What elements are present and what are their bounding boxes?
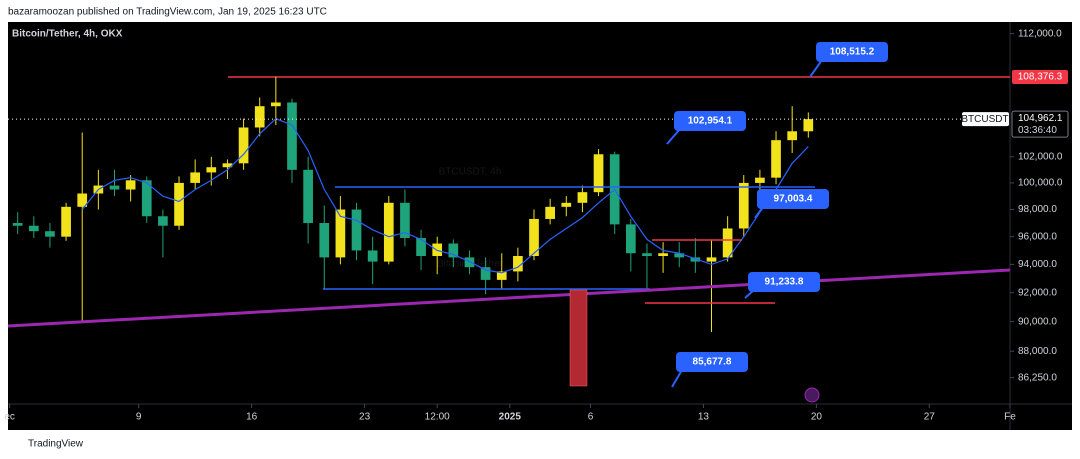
watermark: BTCUSDT, 4h bbox=[439, 167, 502, 178]
x-tick-label: 2025 bbox=[499, 412, 522, 423]
event-icon[interactable] bbox=[804, 387, 820, 403]
candle-body bbox=[513, 256, 523, 272]
candle-body bbox=[351, 209, 362, 251]
candle-body bbox=[367, 250, 378, 262]
candle-body bbox=[642, 253, 652, 257]
x-tick-label: 20 bbox=[811, 412, 823, 423]
callout-label: 97,003.4 bbox=[774, 194, 813, 205]
x-tick-label: 9 bbox=[136, 412, 142, 423]
candle-body bbox=[480, 267, 491, 280]
callout-box bbox=[748, 272, 820, 292]
candle-body bbox=[335, 209, 346, 258]
y-tick-label: 86,250.0 bbox=[1018, 372, 1057, 383]
callout-label: 108,515.2 bbox=[830, 47, 875, 58]
chart-pane bbox=[8, 22, 1072, 430]
candle-body bbox=[271, 102, 281, 107]
candle-body bbox=[722, 228, 733, 258]
price-box bbox=[1011, 110, 1069, 138]
candle-body bbox=[12, 223, 23, 226]
symbol-title: Bitcoin/Tether, 4h, OKX bbox=[12, 29, 123, 40]
candle-body bbox=[706, 257, 717, 262]
countdown: 03:36:40 bbox=[1018, 125, 1057, 136]
candle-body bbox=[496, 271, 507, 280]
candle-body bbox=[45, 231, 55, 237]
level-tag bbox=[1012, 70, 1068, 85]
candle-body bbox=[287, 102, 297, 170]
candle-body bbox=[400, 202, 410, 239]
callout-box bbox=[674, 111, 746, 131]
x-tick-label: 12:00 bbox=[425, 412, 450, 423]
candle-body bbox=[690, 257, 701, 262]
candle-body bbox=[771, 140, 781, 178]
candle-body bbox=[238, 127, 249, 164]
candle-body bbox=[319, 223, 330, 258]
candle-body bbox=[625, 224, 636, 254]
candle-body bbox=[158, 216, 168, 226]
candle-body bbox=[593, 154, 604, 193]
x-tick-label: 27 bbox=[924, 412, 936, 423]
level-label: 108,376.3 bbox=[1018, 72, 1063, 83]
callout-pointer bbox=[666, 128, 681, 145]
candle-body bbox=[303, 169, 313, 224]
callout-box bbox=[816, 42, 888, 62]
candle-body bbox=[28, 225, 39, 232]
symbol-tag: BTCUSDT bbox=[961, 114, 1008, 125]
candle-body bbox=[383, 202, 394, 262]
x-tick-label: ec bbox=[4, 412, 15, 423]
x-tick-label: 6 bbox=[588, 412, 594, 423]
candle-body bbox=[545, 206, 555, 219]
y-tick-label: 88,000.0 bbox=[1018, 346, 1057, 357]
candle-body bbox=[416, 238, 426, 257]
candle-body bbox=[577, 192, 588, 203]
candle-body bbox=[109, 185, 120, 190]
y-tick-label: 112,000.0 bbox=[1018, 28, 1062, 39]
y-tick-label: 102,000.0 bbox=[1018, 151, 1063, 162]
y-tick-label: 94,000.0 bbox=[1018, 259, 1057, 270]
x-tick-label: 13 bbox=[698, 412, 710, 423]
trend-line bbox=[7, 268, 1011, 328]
moving-average bbox=[81, 118, 809, 274]
publish-info: bazaramoozan published on TradingView.co… bbox=[8, 7, 327, 18]
y-tick-label: 100,000.0 bbox=[1018, 178, 1063, 189]
callout-pointer bbox=[809, 59, 823, 78]
x-tick-label: Fe bbox=[1004, 412, 1016, 423]
candle-body bbox=[125, 180, 136, 190]
candle-body bbox=[755, 177, 765, 183]
candle-body bbox=[448, 243, 459, 258]
candle-body bbox=[254, 106, 265, 128]
candle-body bbox=[803, 119, 814, 132]
candle-body bbox=[61, 206, 71, 237]
footer-brand: TradingView bbox=[28, 439, 84, 450]
candle-body bbox=[529, 218, 539, 257]
candle-body bbox=[222, 163, 233, 168]
candle-body bbox=[77, 193, 88, 207]
candle-body bbox=[787, 131, 798, 141]
callout-label: 102,954.1 bbox=[688, 116, 733, 127]
x-tick-label: 16 bbox=[246, 412, 258, 423]
x-tick-label: 23 bbox=[359, 412, 371, 423]
price-tag bbox=[962, 112, 1009, 127]
candle-body bbox=[190, 172, 201, 183]
callout-box bbox=[757, 189, 829, 209]
candle-body bbox=[141, 180, 152, 217]
y-tick-label: 96,000.0 bbox=[1018, 231, 1057, 242]
candle-body bbox=[674, 253, 685, 258]
callout-label: 91,233.8 bbox=[765, 277, 804, 288]
last-price-label: 104,962.1 bbox=[1018, 113, 1063, 124]
callout-box bbox=[676, 352, 748, 372]
y-tick-label: 92,000.0 bbox=[1018, 287, 1057, 298]
y-tick-label: 90,000.0 bbox=[1018, 316, 1057, 327]
callout-label: 85,677.8 bbox=[693, 357, 732, 368]
y-tick-label: 98,000.0 bbox=[1018, 204, 1057, 215]
candle-body bbox=[174, 182, 184, 226]
candle-body bbox=[738, 182, 749, 229]
candle-body bbox=[658, 253, 668, 257]
callout-pointer bbox=[671, 369, 683, 388]
candle-body bbox=[561, 202, 572, 207]
candle-body bbox=[464, 257, 475, 268]
highlight-box bbox=[569, 289, 588, 387]
candle-body bbox=[206, 167, 217, 173]
